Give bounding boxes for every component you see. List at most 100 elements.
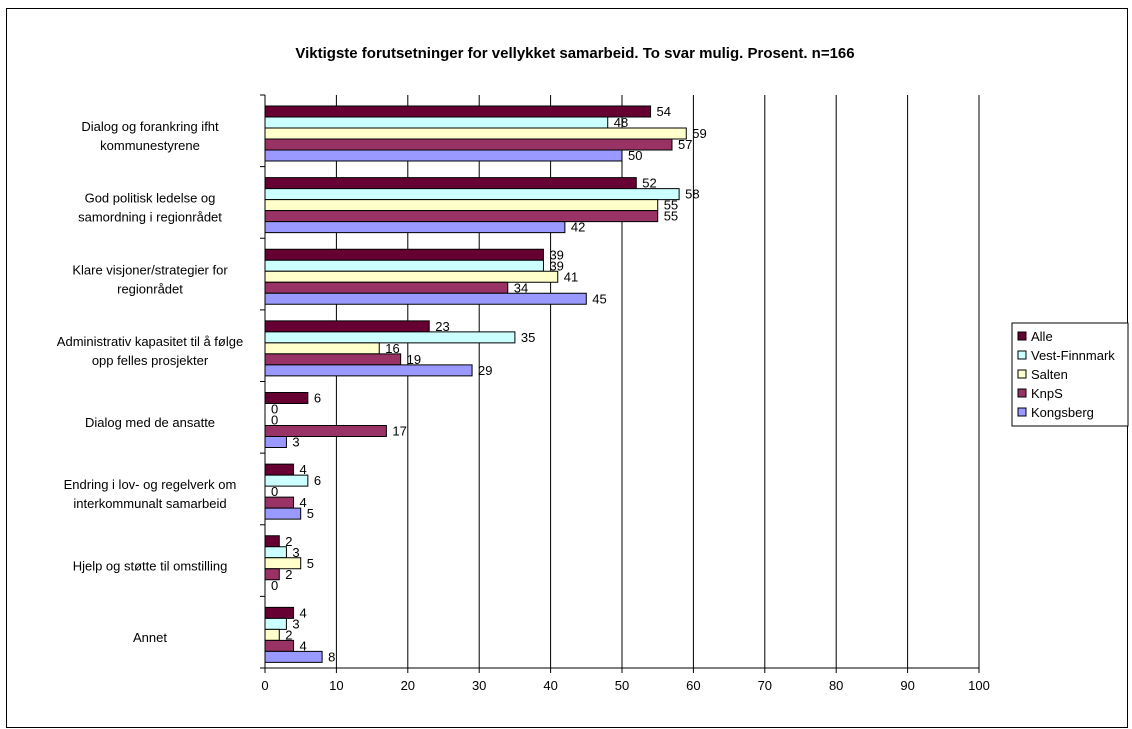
x-tick-label: 10 bbox=[329, 678, 343, 693]
x-tick-label: 90 bbox=[900, 678, 914, 693]
bar-kongsberg bbox=[264, 507, 302, 520]
legend: Alle Vest-Finnmark Salten KnpS Kongsberg bbox=[1011, 322, 1129, 427]
bar-salten bbox=[264, 199, 659, 212]
data-label: 52 bbox=[642, 176, 656, 191]
data-label: 0 bbox=[271, 413, 278, 428]
data-label: 42 bbox=[571, 220, 585, 235]
data-label: 4 bbox=[300, 638, 307, 653]
category-label: opp felles prosjekter bbox=[92, 353, 209, 368]
data-label: 2 bbox=[285, 534, 292, 549]
data-label: 2 bbox=[285, 567, 292, 582]
bar-kongsberg bbox=[264, 650, 323, 663]
chart-title: Viktigste forutsetninger for vellykket s… bbox=[295, 45, 854, 62]
bar-alle bbox=[264, 248, 544, 261]
x-tick-label: 0 bbox=[261, 678, 268, 693]
bar-chart: Viktigste forutsetninger for vellykket s… bbox=[57, 45, 1129, 693]
data-label: 5 bbox=[307, 506, 314, 521]
data-label: 41 bbox=[564, 269, 578, 284]
bar-salten bbox=[264, 342, 380, 355]
bar-alle bbox=[264, 463, 295, 476]
data-label: 34 bbox=[514, 280, 528, 295]
legend-label: KnpS bbox=[1031, 386, 1063, 401]
category-label: Endring i lov- og regelverk om bbox=[64, 477, 237, 492]
data-label: 6 bbox=[314, 473, 321, 488]
category-label: Administrativ kapasitet til å følge bbox=[57, 334, 243, 349]
data-label: 58 bbox=[685, 187, 699, 202]
data-label: 39 bbox=[549, 258, 563, 273]
category-label: Annet bbox=[133, 630, 167, 645]
bar-vest-finnmark bbox=[264, 259, 544, 272]
data-label: 4 bbox=[300, 462, 307, 477]
category-label: Dialog med de ansatte bbox=[85, 415, 215, 430]
data-label: 50 bbox=[628, 148, 642, 163]
bar-knps bbox=[264, 210, 659, 223]
x-tick-label: 60 bbox=[686, 678, 700, 693]
category-label: interkommunalt samarbeid bbox=[73, 496, 226, 511]
legend-label: Salten bbox=[1031, 367, 1068, 382]
legend-swatch bbox=[1017, 388, 1027, 398]
x-tick-label: 40 bbox=[543, 678, 557, 693]
bar-kongsberg bbox=[264, 292, 587, 305]
legend-swatch bbox=[1017, 331, 1027, 341]
data-label: 8 bbox=[328, 649, 335, 664]
legend-swatch bbox=[1017, 369, 1027, 379]
legend-label: Kongsberg bbox=[1031, 405, 1094, 420]
data-label: 59 bbox=[692, 126, 706, 141]
bar-kongsberg bbox=[264, 436, 287, 448]
category-label: God politisk ledelse og bbox=[85, 191, 216, 206]
data-label: 0 bbox=[271, 484, 278, 499]
bars bbox=[264, 105, 687, 663]
data-label: 45 bbox=[592, 291, 606, 306]
data-label: 0 bbox=[271, 578, 278, 593]
legend-swatch bbox=[1017, 350, 1027, 360]
data-label: 3 bbox=[292, 435, 299, 450]
legend-box bbox=[1011, 322, 1129, 427]
bar-knps bbox=[264, 353, 402, 366]
x-tick-label: 50 bbox=[615, 678, 629, 693]
data-label: 23 bbox=[435, 319, 449, 334]
bar-alle bbox=[264, 320, 430, 333]
bar-vest-finnmark bbox=[264, 188, 680, 201]
x-tick-label: 30 bbox=[472, 678, 486, 693]
category-label: samordning i regionrådet bbox=[78, 210, 222, 225]
data-label: 16 bbox=[385, 341, 399, 356]
bar-kongsberg bbox=[264, 221, 566, 234]
bar-alle bbox=[264, 606, 295, 619]
bar-salten bbox=[264, 628, 280, 641]
bar-alle bbox=[264, 535, 280, 548]
bar-knps bbox=[264, 496, 295, 509]
category-label: regionrådet bbox=[117, 281, 183, 296]
legend-swatch bbox=[1017, 407, 1027, 417]
data-label: 35 bbox=[521, 330, 535, 345]
x-tick-label: 70 bbox=[758, 678, 772, 693]
data-label: 55 bbox=[664, 209, 678, 224]
data-label: 6 bbox=[314, 391, 321, 406]
category-label: Hjelp og støtte til omstilling bbox=[73, 558, 228, 573]
bar-vest-finnmark bbox=[264, 546, 287, 559]
x-tick-label: 100 bbox=[968, 678, 990, 693]
data-label: 3 bbox=[292, 616, 299, 631]
x-tick-label: 20 bbox=[401, 678, 415, 693]
bar-vest-finnmark bbox=[264, 617, 287, 630]
data-label: 55 bbox=[664, 198, 678, 213]
data-label: 19 bbox=[407, 352, 421, 367]
bar-knps bbox=[264, 425, 387, 437]
bar-knps bbox=[264, 138, 673, 151]
data-label: 54 bbox=[657, 104, 671, 119]
category-label: Klare visjoner/strategier for bbox=[72, 262, 228, 277]
bar-alle bbox=[264, 177, 637, 190]
data-label: 48 bbox=[614, 115, 628, 130]
data-label: 5 bbox=[307, 556, 314, 571]
legend-label: Alle bbox=[1031, 329, 1053, 344]
bar-kongsberg bbox=[264, 149, 623, 162]
data-label: 29 bbox=[478, 363, 492, 378]
legend-label: Vest-Finnmark bbox=[1031, 348, 1115, 363]
x-tick-label: 80 bbox=[829, 678, 843, 693]
bar-kongsberg bbox=[264, 364, 473, 377]
chart-frame: Viktigste forutsetninger for vellykket s… bbox=[6, 8, 1129, 728]
data-label: 3 bbox=[292, 545, 299, 560]
data-label: 4 bbox=[300, 495, 307, 510]
data-label: 39 bbox=[549, 247, 563, 262]
data-labels: 5452392364244858393506335955411600525755… bbox=[271, 104, 707, 664]
